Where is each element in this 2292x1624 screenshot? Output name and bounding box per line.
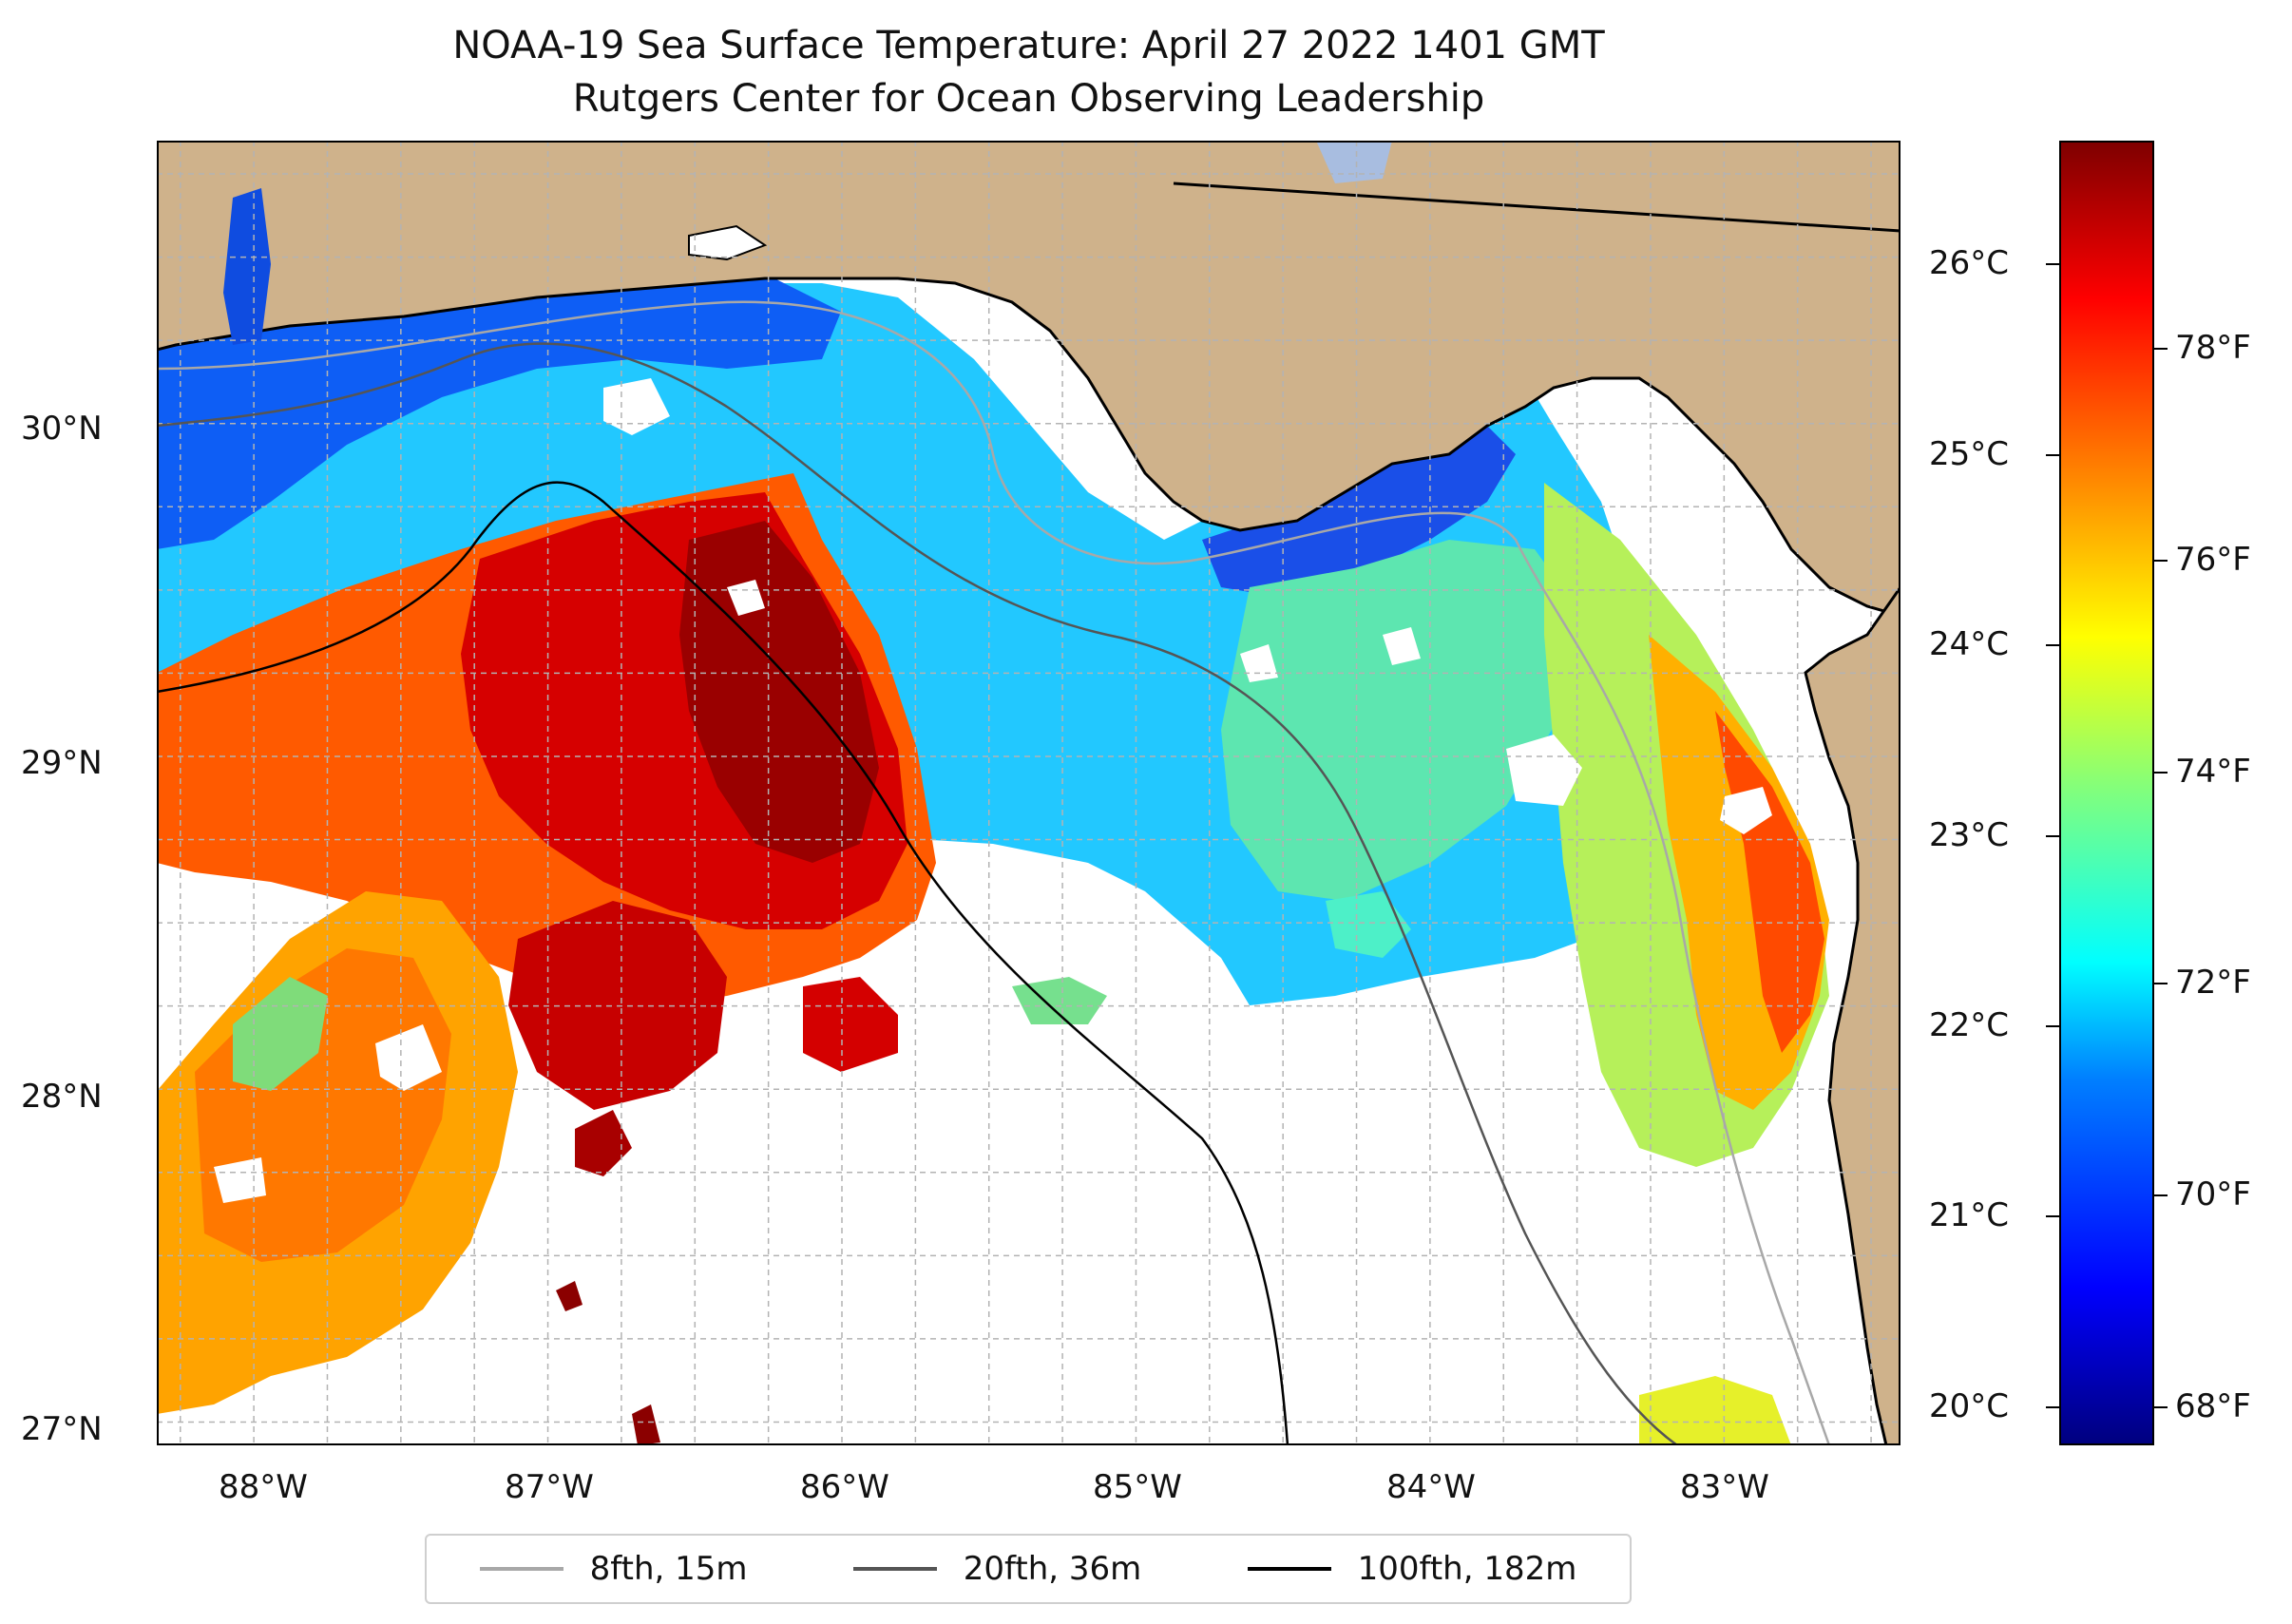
colorbar-celsius-tick	[2046, 1405, 2059, 1408]
lon-label-87w: 87°W	[505, 1468, 594, 1506]
lon-label-84w: 84°W	[1386, 1468, 1476, 1506]
lon-label-86w: 86°W	[800, 1468, 889, 1506]
isobath-legend: 8fth, 15m 20fth, 36m 100fth, 182m	[425, 1534, 1632, 1604]
legend-swatch-100fth	[1247, 1567, 1331, 1571]
colorbar-celsius-tick	[2046, 1025, 2059, 1028]
lon-label-83w: 83°W	[1680, 1468, 1769, 1506]
colorbar-celsius-label: 21°C	[1929, 1196, 2010, 1235]
legend-swatch-8fth	[479, 1567, 563, 1571]
colorbar-fahrenheit-label: 68°F	[2175, 1386, 2251, 1425]
colorbar-celsius-tick	[2046, 644, 2059, 647]
map-title: NOAA-19 Sea Surface Temperature: April 2…	[452, 24, 1605, 67]
legend-item-8fth: 8fth, 15m	[479, 1550, 748, 1588]
colorbar-celsius-label: 22°C	[1929, 1006, 2010, 1045]
land-north	[157, 141, 1900, 618]
colorbar-celsius-tick	[2046, 453, 2059, 456]
colorbar-celsius-tick	[2046, 1215, 2059, 1218]
lon-label-88w: 88°W	[219, 1468, 308, 1506]
colorbar-fahrenheit-label: 70°F	[2175, 1175, 2251, 1214]
colorbar-celsius-tick	[2046, 834, 2059, 837]
colorbar	[2059, 141, 2154, 1445]
colorbar-celsius-tick	[2046, 263, 2059, 266]
legend-swatch-20fth	[852, 1567, 937, 1571]
colorbar-fahrenheit-tick	[2154, 348, 2168, 351]
colorbar-fahrenheit-tick	[2154, 560, 2168, 563]
lon-label-85w: 85°W	[1093, 1468, 1182, 1506]
isobath-20fth	[157, 342, 1678, 1445]
colorbar-celsius-label: 25°C	[1929, 434, 2010, 473]
lat-label-30n: 30°N	[21, 410, 103, 448]
legend-item-100fth: 100fth, 182m	[1247, 1550, 1577, 1588]
legend-label-20fth: 20fth, 36m	[963, 1550, 1142, 1588]
colorbar-fahrenheit-tick	[2154, 771, 2168, 774]
map-border	[157, 141, 1900, 1445]
map-subtitle: Rutgers Center for Ocean Observing Leade…	[572, 77, 1485, 121]
isobath-100fth	[157, 481, 1289, 1445]
sst-data-layer	[157, 245, 1829, 1445]
legend-label-8fth: 8fth, 15m	[589, 1550, 748, 1588]
sst-map	[157, 141, 1900, 1445]
colorbar-celsius-label: 24°C	[1929, 625, 2010, 664]
land-florida-peninsula	[1804, 584, 1900, 1445]
colorbar-fahrenheit-tick	[2154, 1194, 2168, 1197]
colorbar-fahrenheit-tick	[2154, 1405, 2168, 1408]
lat-label-28n: 28°N	[21, 1078, 103, 1116]
colorbar-celsius-label: 23°C	[1929, 815, 2010, 854]
legend-label-100fth: 100fth, 182m	[1357, 1550, 1577, 1588]
colorbar-fahrenheit-label: 76°F	[2175, 541, 2251, 580]
colorbar-fahrenheit-label: 78°F	[2175, 329, 2251, 368]
isobath-8fth	[157, 300, 1831, 1445]
colorbar-celsius-label: 26°C	[1929, 244, 2010, 283]
colorbar-celsius-label: 20°C	[1929, 1386, 2010, 1425]
colorbar-fahrenheit-tick	[2154, 983, 2168, 985]
legend-item-20fth: 20fth, 36m	[852, 1550, 1142, 1588]
colorbar-fahrenheit-label: 72°F	[2175, 964, 2251, 1003]
colorbar-fahrenheit-label: 74°F	[2175, 752, 2251, 791]
lat-label-29n: 29°N	[21, 744, 103, 782]
lat-label-27n: 27°N	[21, 1410, 103, 1448]
